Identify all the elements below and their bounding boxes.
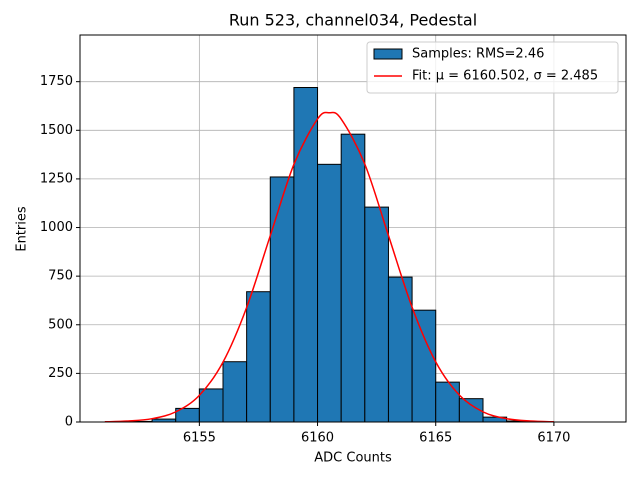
legend-label: Fit: μ = 6160.502, σ = 2.485	[412, 69, 598, 84]
x-tick-label: 6170	[537, 431, 570, 446]
y-tick-label: 0	[65, 415, 73, 430]
bar	[222, 361, 248, 423]
axes-frame	[79, 34, 627, 423]
legend-box	[366, 41, 619, 94]
y-tick-label: 250	[48, 366, 73, 381]
bar	[411, 309, 437, 423]
y-tick-label: 1000	[40, 220, 73, 235]
chart-title: Run 523, channel034, Pedestal	[229, 11, 477, 30]
y-tick-label: 750	[48, 269, 73, 284]
bar	[198, 388, 224, 423]
y-tick-label: 1500	[40, 123, 73, 138]
y-tick-label: 1750	[40, 74, 73, 89]
legend: Samples: RMS=2.46 Fit: μ = 6160.502, σ = …	[366, 41, 619, 94]
bar	[317, 163, 342, 423]
y-tick-label: 1250	[40, 171, 73, 186]
y-tick-label: 500	[48, 317, 73, 332]
bar	[364, 206, 389, 423]
x-tick-label: 6165	[419, 431, 452, 446]
bar	[246, 291, 271, 423]
fit-line	[104, 111, 554, 423]
x-axis-label: ADC Counts	[314, 451, 392, 466]
y-axis-label: Entries	[15, 206, 30, 252]
bar	[340, 133, 366, 423]
legend-swatch	[373, 48, 403, 60]
bar	[269, 176, 295, 423]
x-tick-label: 6160	[301, 431, 334, 446]
x-tick-label: 6155	[183, 431, 216, 446]
bar	[435, 381, 460, 423]
legend-label: Samples: RMS=2.46	[412, 47, 544, 62]
